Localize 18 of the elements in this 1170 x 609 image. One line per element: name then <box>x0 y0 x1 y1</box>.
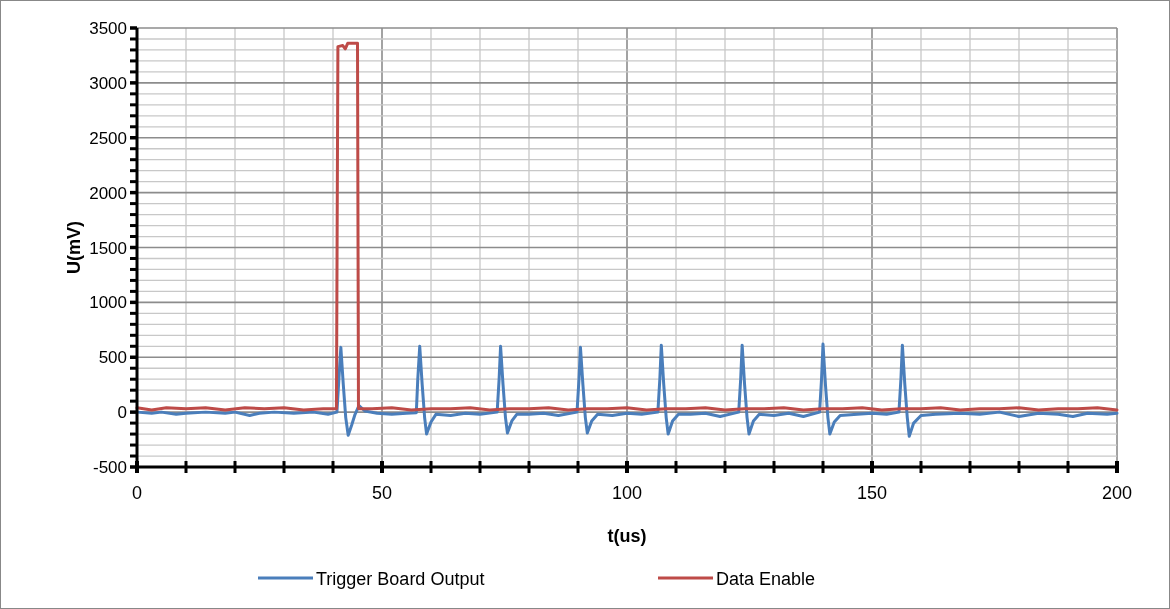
y-tick-label: -500 <box>92 458 127 477</box>
y-tick-label: 2000 <box>89 183 127 203</box>
legend-label: Data Enable <box>716 569 816 589</box>
y-axis-title: U(mV) <box>64 221 84 274</box>
y-tick-label: 1500 <box>89 238 127 258</box>
y-tick-label: 3000 <box>89 73 127 93</box>
x-tick-label: 0 <box>131 483 143 503</box>
legend-label: Trigger Board Output <box>316 569 485 589</box>
x-axis-title: t(us) <box>607 526 647 546</box>
y-tick-label: 0 <box>117 403 127 423</box>
y-tick-label: 3500 <box>89 19 127 38</box>
x-tick-label: 200 <box>1101 483 1133 503</box>
x-tick-label: 50 <box>371 483 393 503</box>
x-tick-label: 150 <box>856 483 888 503</box>
x-tick-label: 100 <box>611 483 643 503</box>
y-tick-label: 500 <box>98 348 127 368</box>
y-tick-label: 1000 <box>89 293 127 313</box>
y-tick-label: 2500 <box>89 128 127 148</box>
